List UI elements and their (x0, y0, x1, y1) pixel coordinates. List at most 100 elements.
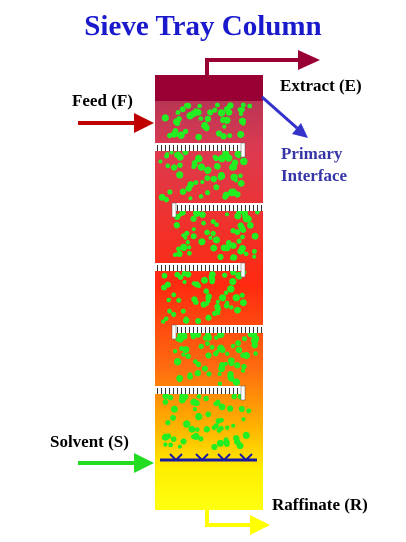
tray-top (155, 143, 245, 145)
droplet (241, 121, 246, 126)
droplet (170, 405, 178, 413)
droplet (230, 173, 238, 181)
feed-label: Feed (F) (72, 91, 133, 110)
droplet (165, 433, 172, 440)
droplet (195, 154, 203, 163)
droplet (185, 240, 190, 245)
droplet (219, 295, 224, 300)
solvent-label: Solvent (S) (50, 432, 129, 451)
droplet (200, 301, 207, 308)
droplet (203, 288, 209, 295)
droplet (227, 133, 233, 139)
droplet (210, 244, 218, 252)
droplet (168, 442, 174, 448)
tray (155, 263, 245, 271)
droplet (223, 244, 231, 252)
droplet (247, 222, 254, 229)
droplet (205, 314, 212, 321)
droplet (211, 425, 217, 431)
droplet (205, 334, 213, 341)
droplet (223, 361, 228, 366)
droplet (204, 166, 212, 174)
droplet (251, 342, 258, 349)
interface-line (261, 95, 298, 130)
droplet (205, 295, 211, 302)
downcomer (240, 142, 246, 158)
droplet (231, 159, 239, 166)
droplet (184, 103, 189, 108)
droplet (238, 225, 246, 232)
droplet (204, 115, 212, 123)
droplet (199, 211, 206, 218)
droplet (234, 212, 242, 220)
droplet (234, 229, 241, 236)
droplet (165, 420, 171, 426)
droplet (187, 245, 192, 250)
droplet (180, 308, 186, 314)
droplet (234, 191, 241, 198)
droplet (173, 118, 181, 126)
droplet (246, 408, 252, 414)
droplet (180, 438, 187, 445)
droplet (209, 271, 216, 278)
droplet (240, 248, 245, 254)
droplet (231, 393, 237, 400)
droplet (172, 349, 178, 354)
droplet (215, 299, 220, 304)
droplet (251, 232, 259, 240)
droplet (179, 188, 187, 195)
droplet (177, 131, 185, 139)
droplet (185, 185, 192, 192)
droplet (163, 442, 168, 447)
droplet (239, 299, 247, 307)
droplet (171, 311, 177, 317)
droplet (191, 160, 198, 166)
droplet (166, 297, 171, 303)
droplet (194, 109, 202, 116)
droplet (217, 174, 224, 181)
droplet (220, 118, 226, 124)
droplet (161, 319, 166, 324)
droplet (164, 153, 170, 159)
tray (172, 203, 263, 211)
droplet (180, 332, 188, 339)
droplet (223, 116, 231, 124)
droplet (236, 238, 242, 244)
droplet (183, 235, 188, 240)
droplet (197, 163, 206, 171)
droplet (217, 372, 222, 376)
extract-label: Extract (E) (280, 76, 362, 95)
tray-top (172, 325, 263, 327)
droplet (190, 215, 197, 222)
solvent-arrowhead (134, 453, 154, 473)
droplet (177, 377, 183, 383)
droplet (187, 250, 192, 256)
droplet (190, 434, 196, 439)
raffinate-line (205, 510, 252, 527)
droplet (219, 332, 224, 337)
droplet (181, 271, 188, 277)
droplet (240, 157, 248, 166)
column-cap (155, 75, 263, 101)
droplet (182, 346, 190, 354)
droplet (206, 371, 212, 377)
droplet (184, 230, 190, 236)
droplet (197, 103, 202, 109)
droplet (182, 279, 187, 285)
droplet (251, 335, 259, 343)
droplet (188, 425, 196, 433)
droplet (234, 362, 241, 369)
droplet (185, 353, 191, 360)
droplet (225, 300, 230, 305)
droplet (225, 351, 230, 356)
downcomer (240, 385, 246, 401)
droplet (192, 407, 197, 412)
droplet (237, 107, 243, 113)
tray (155, 143, 245, 151)
droplet (213, 163, 221, 170)
droplet (213, 351, 219, 357)
droplet (215, 102, 220, 108)
droplet (218, 154, 224, 160)
droplet (210, 230, 216, 237)
